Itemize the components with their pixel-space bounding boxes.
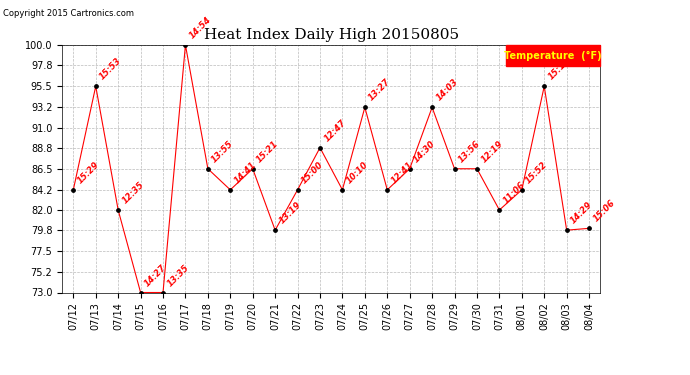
Text: 14:41: 14:41: [233, 160, 258, 185]
Text: 13:19: 13:19: [277, 200, 303, 226]
Text: 13:27: 13:27: [367, 78, 393, 103]
Point: [292, 187, 303, 193]
Point: [135, 290, 146, 296]
Point: [225, 187, 236, 193]
Point: [561, 227, 572, 233]
Text: 11:06: 11:06: [502, 180, 527, 206]
Text: 12:19: 12:19: [479, 139, 504, 164]
Point: [404, 166, 415, 172]
Point: [382, 187, 393, 193]
Title: Heat Index Daily High 20150805: Heat Index Daily High 20150805: [204, 28, 459, 42]
Point: [584, 225, 595, 231]
Point: [516, 187, 527, 193]
Point: [449, 166, 460, 172]
Text: 15:15: 15:15: [546, 56, 572, 82]
Point: [270, 227, 281, 233]
Text: Copyright 2015 Cartronics.com: Copyright 2015 Cartronics.com: [3, 9, 135, 18]
Point: [359, 104, 371, 110]
Text: Temperature  (°F): Temperature (°F): [504, 51, 602, 61]
Point: [180, 42, 191, 48]
Text: 14:27: 14:27: [143, 262, 168, 288]
Point: [68, 187, 79, 193]
Text: 14:54: 14:54: [188, 15, 213, 40]
Point: [337, 187, 348, 193]
Point: [471, 166, 482, 172]
Text: 15:52: 15:52: [524, 160, 549, 185]
Point: [494, 207, 505, 213]
Text: 15:00: 15:00: [299, 160, 325, 185]
Point: [112, 207, 124, 213]
Point: [202, 166, 213, 172]
Text: 15:29: 15:29: [76, 160, 101, 185]
Text: 14:29: 14:29: [569, 200, 594, 226]
Text: 12:41: 12:41: [389, 160, 415, 185]
Point: [426, 104, 437, 110]
Point: [90, 83, 101, 89]
Text: 13:35: 13:35: [166, 262, 190, 288]
Point: [315, 145, 326, 151]
Text: 12:35: 12:35: [121, 180, 146, 206]
Text: 12:47: 12:47: [322, 118, 348, 143]
Text: 14:03: 14:03: [435, 78, 460, 103]
Text: 10:10: 10:10: [344, 160, 370, 185]
Point: [539, 83, 550, 89]
Text: 15:06: 15:06: [591, 198, 617, 224]
Point: [157, 290, 168, 296]
Text: 15:21: 15:21: [255, 139, 280, 164]
Point: [247, 166, 258, 172]
Text: 15:53: 15:53: [98, 56, 124, 82]
Text: 13:55: 13:55: [210, 139, 235, 164]
Text: 13:56: 13:56: [457, 139, 482, 164]
Text: 14:30: 14:30: [412, 139, 437, 164]
